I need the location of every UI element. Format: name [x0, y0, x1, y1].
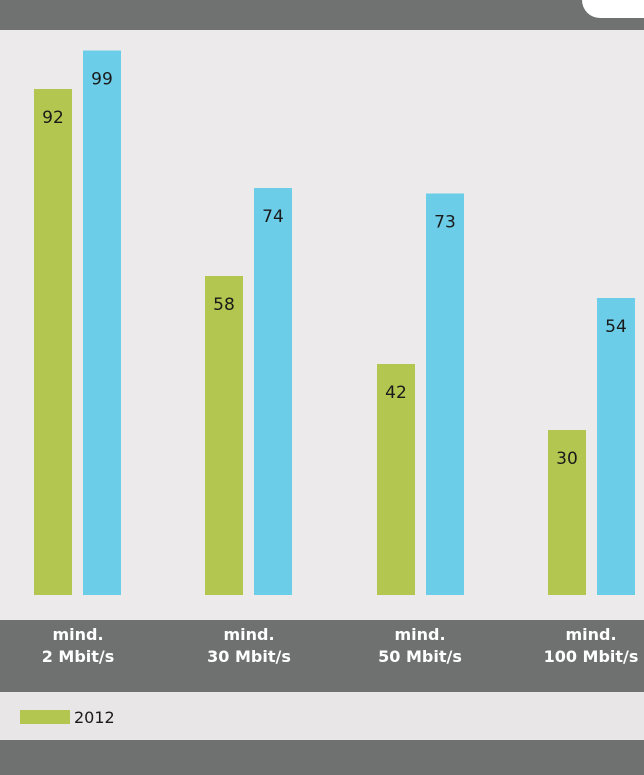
bar-2016-50mbit: [426, 193, 464, 595]
top-bar-band: [0, 9, 644, 30]
data-label-2012-30mbit: 58: [213, 295, 235, 315]
bar-2012-2mbit: [34, 89, 72, 595]
legend-item-2012: 2012: [20, 706, 115, 728]
top-bar-notch: [582, 0, 644, 18]
bar-2016-30mbit: [254, 188, 292, 595]
data-label-2016-100mbit: 54: [605, 317, 627, 337]
data-label-2012-100mbit: 30: [556, 449, 578, 469]
data-label-2012-2mbit: 92: [42, 108, 64, 128]
data-label-2016-50mbit: 73: [434, 213, 456, 233]
bar-2016-2mbit: [83, 50, 121, 595]
bar-2012-30mbit: [205, 276, 243, 595]
top-bar-fill: [0, 0, 600, 9]
data-label-2016-30mbit: 74: [262, 207, 284, 227]
x-tick-label-50mbit: mind. 50 Mbit/s: [378, 625, 462, 666]
x-tick-label-2mbit: mind. 2 Mbit/s: [41, 625, 115, 666]
bar-2012-50mbit: [377, 364, 415, 595]
legend-label-2012: 2012: [74, 707, 115, 727]
bottom-bar: [0, 740, 644, 775]
legend-swatch-2012: [20, 710, 70, 724]
bar-2016-100mbit: [597, 298, 635, 595]
x-axis-band: [0, 620, 644, 692]
legend: 2012 2016: [0, 692, 644, 758]
top-bar: [0, 0, 644, 30]
data-label-2016-2mbit: 99: [91, 70, 113, 90]
bar-chart: 92 99 58 74 42 73 30 54: [34, 50, 635, 595]
bar-2012-100mbit: [548, 430, 586, 595]
x-tick-label-100mbit: mind. 100 Mbit/s: [543, 625, 639, 666]
x-tick-label-30mbit: mind. 30 Mbit/s: [207, 625, 291, 666]
data-label-2012-50mbit: 42: [385, 383, 407, 403]
